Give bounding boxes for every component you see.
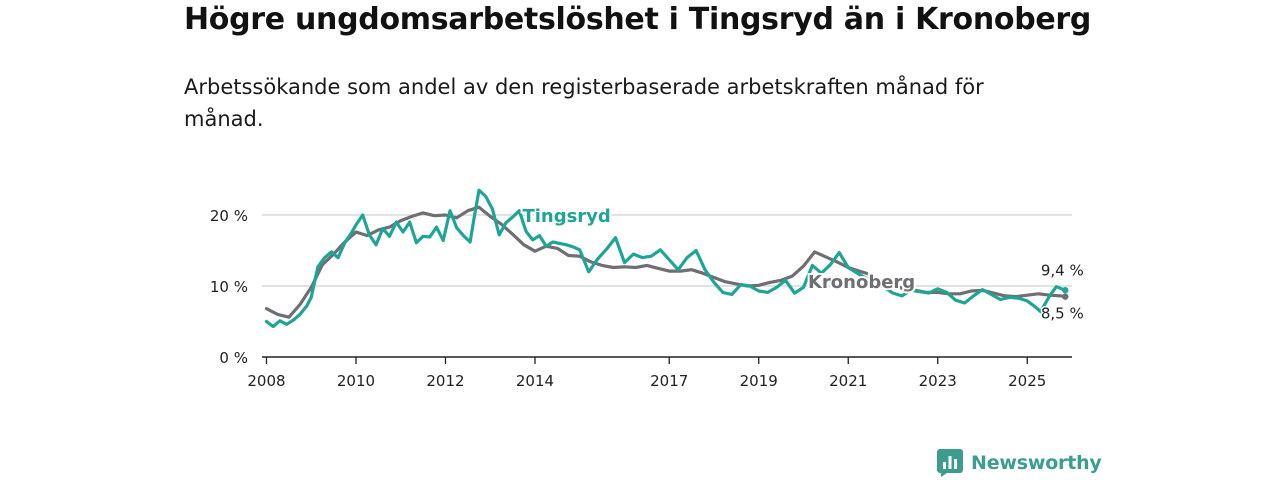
chart-title: Högre ungdomsarbetslöshet i Tingsryd än …: [184, 2, 1092, 37]
series-line-tingsryd: [264, 188, 1067, 329]
y-tick-label: 0 %: [219, 349, 248, 367]
x-tick-label: 2017: [650, 372, 688, 390]
end-value-label-tingsryd: 9,4 %: [1041, 261, 1084, 279]
y-tick-label: 20 %: [210, 207, 248, 225]
series-end-point-tingsryd: [1062, 287, 1069, 294]
end-value-label-kronoberg: 8,5 %: [1041, 305, 1084, 323]
series-label-kronoberg: Kronoberg: [808, 272, 915, 293]
series-end-point-kronoberg: [1062, 293, 1069, 300]
x-tick-label: 2023: [919, 372, 957, 390]
x-tick-label: 2008: [247, 372, 285, 390]
series-line-kronoberg: [264, 205, 1067, 319]
line-chart: 0 % 10 % 20 % 2008 2010 2012 2014 2017 2019 2021 2…: [210, 188, 1085, 390]
x-tick-label: 2012: [426, 372, 464, 390]
brand-name: Newsworthy: [971, 452, 1102, 474]
x-tick-label: 2014: [516, 372, 554, 390]
series-labels: Kronoberg Tingsryd 8,5 % 9,4 %: [520, 204, 1085, 324]
y-tick-label: 10 %: [210, 278, 248, 296]
series-label-tingsryd: Tingsryd: [522, 206, 610, 227]
chart-subtitle: Arbetssökande som andel av den registerb…: [184, 75, 984, 131]
x-tick-label: 2019: [740, 372, 778, 390]
series-lines: [264, 188, 1069, 329]
newsworthy-logo[interactable]: Newsworthy: [937, 449, 1102, 477]
newsworthy-bar-chart-icon: [937, 449, 963, 477]
x-tick-label: 2021: [829, 372, 867, 390]
gridlines: [262, 214, 1072, 287]
x-tick-label: 2010: [337, 372, 375, 390]
x-tick-label: 2025: [1008, 372, 1046, 390]
axes: 0 % 10 % 20 % 2008 2010 2012 2014 2017 2019 2021 2…: [210, 207, 1072, 390]
